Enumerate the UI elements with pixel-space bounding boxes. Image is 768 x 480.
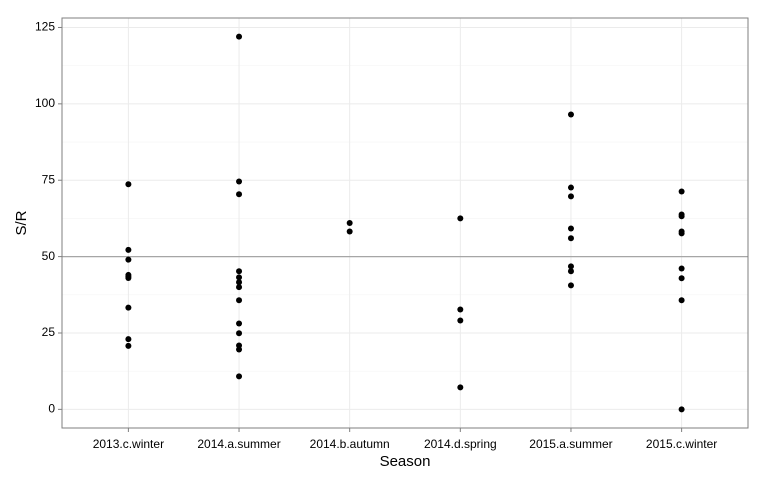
y-tick-label: 125: [35, 20, 55, 34]
point: [236, 297, 243, 304]
point: [678, 213, 685, 220]
x-tick-label: 2014.d.spring: [424, 437, 497, 451]
point: [346, 220, 353, 226]
point: [567, 268, 574, 275]
point: [125, 256, 132, 263]
point: [125, 246, 132, 253]
point: [567, 235, 574, 242]
point: [678, 230, 685, 237]
point: [125, 342, 132, 349]
point: [567, 225, 574, 232]
point: [236, 279, 243, 286]
point: [678, 406, 685, 413]
y-tick-label: 0: [48, 402, 55, 416]
y-tick-label: 100: [35, 96, 55, 110]
point: [236, 330, 243, 337]
point: [678, 265, 685, 272]
point: [236, 178, 243, 185]
point: [236, 274, 243, 281]
point: [236, 320, 243, 327]
x-tick-label: 2013.c.winter: [93, 437, 164, 451]
point: [236, 373, 243, 380]
point: [567, 263, 574, 270]
point: [236, 33, 243, 40]
x-axis-title: Season: [380, 453, 431, 470]
x-tick-label: 2014.b.autumn: [310, 437, 390, 451]
point: [567, 193, 574, 200]
point: [678, 188, 685, 195]
point: [346, 228, 353, 235]
point: [125, 336, 132, 343]
panel-border: [61, 17, 749, 429]
point: [236, 268, 243, 275]
point: [567, 111, 574, 118]
panel: [62, 18, 748, 428]
point: [457, 317, 464, 324]
point: [236, 191, 243, 198]
point: [236, 346, 243, 353]
point: [236, 284, 243, 291]
point: [125, 304, 132, 311]
y-tick-label: 25: [42, 325, 56, 339]
y-tick-label: 50: [42, 249, 56, 263]
point: [125, 274, 132, 281]
point: [125, 181, 132, 188]
point: [678, 275, 685, 282]
point: [457, 306, 464, 313]
y-tick-label: 75: [42, 172, 56, 186]
x-tick-label: 2015.a.summer: [529, 437, 612, 451]
point: [567, 184, 574, 191]
y-axis-title: S/R: [13, 210, 30, 235]
point: [457, 215, 464, 222]
x-tick-label: 2014.a.summer: [197, 437, 280, 451]
point: [567, 282, 574, 289]
x-tick-label: 2015.c.winter: [646, 437, 717, 451]
point: [457, 384, 464, 391]
point: [678, 297, 685, 304]
